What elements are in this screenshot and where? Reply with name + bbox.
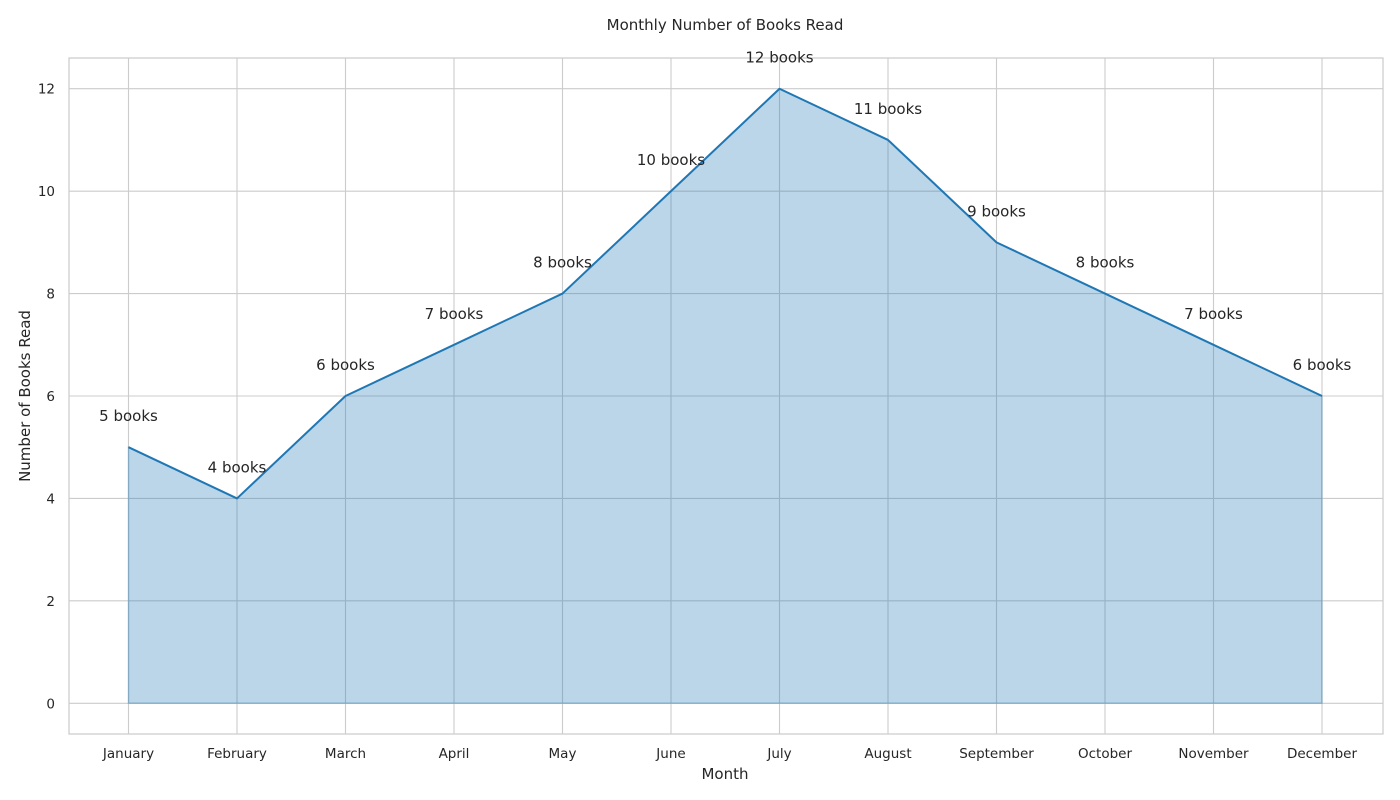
y-tick-label: 8	[46, 287, 55, 303]
y-tick-label: 0	[46, 696, 55, 712]
x-axis-label: Month	[701, 765, 748, 783]
data-label: 6 books	[316, 356, 375, 374]
x-tick-label: February	[207, 746, 267, 762]
area-series	[127, 87, 1323, 705]
y-axis-ticks: 0 2 4 6 8 10 12	[38, 82, 55, 713]
y-tick-label: 2	[46, 594, 55, 610]
x-tick-label: June	[655, 746, 685, 762]
data-label: 5 books	[99, 407, 158, 425]
y-tick-label: 4	[46, 491, 55, 507]
data-label: 11 books	[854, 100, 922, 118]
data-label: 4 books	[208, 458, 267, 476]
x-tick-label: July	[766, 746, 791, 762]
x-tick-label: August	[864, 746, 911, 762]
y-tick-label: 12	[38, 82, 55, 98]
plot-frame	[68, 57, 1384, 735]
data-label: 9 books	[967, 202, 1026, 220]
x-tick-label: January	[102, 746, 154, 762]
data-label: 6 books	[1293, 356, 1352, 374]
y-tick-label: 10	[38, 184, 55, 200]
x-tick-label: December	[1287, 746, 1357, 762]
x-tick-label: May	[549, 746, 577, 762]
chart-title: Monthly Number of Books Read	[607, 16, 844, 34]
x-axis-ticks: January February March April May June July Augu…	[102, 746, 1358, 762]
x-tick-label: October	[1078, 746, 1132, 762]
x-tick-label: November	[1178, 746, 1249, 762]
data-label: 7 books	[1184, 305, 1243, 323]
data-label: 8 books	[1076, 254, 1135, 272]
x-tick-label: March	[325, 746, 366, 762]
data-label: 12 books	[745, 49, 813, 67]
data-label: 10 books	[637, 151, 705, 169]
x-tick-label: September	[959, 746, 1034, 762]
x-tick-label: April	[439, 746, 470, 762]
y-tick-label: 6	[46, 389, 55, 405]
y-axis-label: Number of Books Read	[16, 310, 34, 482]
series-line	[128, 87, 1323, 500]
data-label: 8 books	[533, 254, 592, 272]
data-labels: 5 books 4 books 6 books 7 books 8 books 10 bo…	[99, 49, 1351, 477]
data-label: 7 books	[425, 305, 484, 323]
